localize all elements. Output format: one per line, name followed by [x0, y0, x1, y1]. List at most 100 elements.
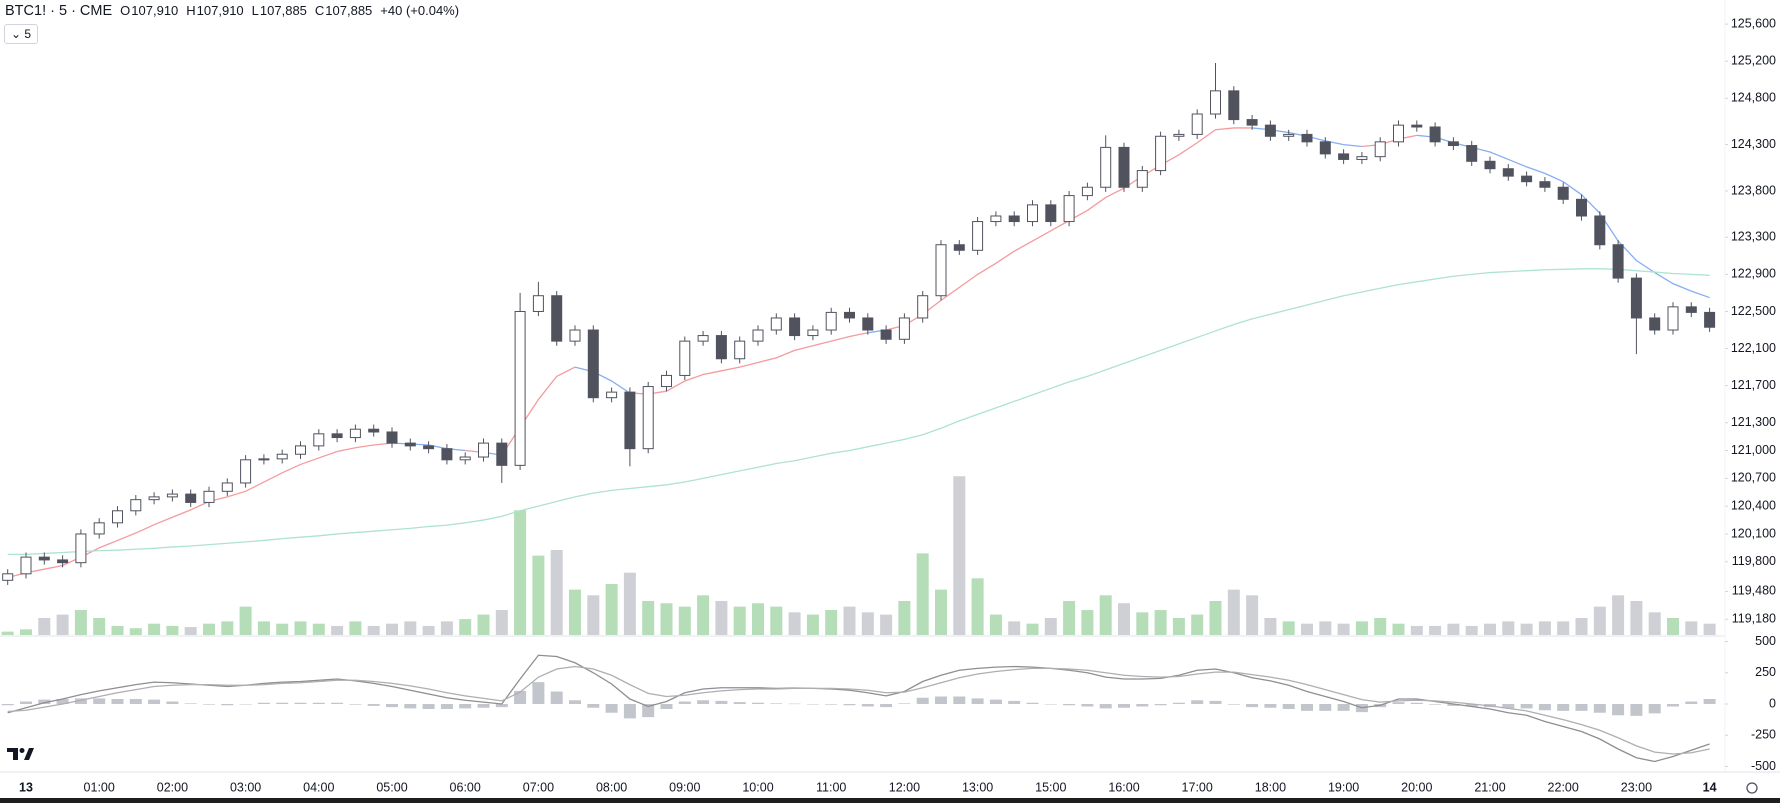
- volume-bar: [1, 631, 14, 635]
- candle-body: [661, 374, 672, 388]
- y-tick-label: 124,800: [1731, 91, 1776, 105]
- macd-histogram-bar: [752, 702, 764, 704]
- macd-histogram-bar: [1502, 704, 1515, 709]
- macd-histogram-bar: [1447, 704, 1460, 706]
- candle-body: [313, 433, 325, 447]
- legend-header: BTC1! · 5 · CME O107,910 H107,910 L107,8…: [5, 3, 459, 19]
- candle-body: [1466, 145, 1478, 162]
- macd-histogram-bar: [935, 696, 947, 704]
- candle-body: [1612, 244, 1624, 279]
- volume-bar: [56, 614, 69, 635]
- macd-histogram-bar: [148, 699, 161, 704]
- macd-histogram-bar: [367, 704, 380, 706]
- candle-body: [1557, 186, 1569, 200]
- candle-body: [1374, 141, 1386, 158]
- macd-histogram-bar: [733, 702, 746, 704]
- volume-bar: [752, 603, 764, 635]
- macd-histogram-bar: [1612, 704, 1625, 716]
- macd-histogram-bar: [916, 697, 929, 704]
- macd-histogram-bar: [1685, 701, 1698, 704]
- candle-body: [532, 295, 544, 312]
- candle-body: [917, 295, 929, 319]
- ohlc-high: H107,910: [186, 3, 243, 18]
- macd-histogram-bar: [788, 703, 801, 705]
- macd-histogram-bar: [1392, 702, 1405, 704]
- candle-body: [642, 386, 654, 450]
- macd-histogram-bar: [1667, 704, 1679, 707]
- candle-body: [185, 493, 197, 503]
- candle-body: [1393, 124, 1404, 143]
- macd-histogram-bar: [1520, 704, 1533, 709]
- x-tick-label: 21:00: [1474, 780, 1505, 794]
- macd-histogram-bar: [880, 704, 893, 708]
- symbol[interactable]: BTC1! · 5 · CME: [5, 3, 113, 19]
- candle-body: [679, 340, 691, 376]
- volume-bar: [1447, 623, 1460, 635]
- candle-body: [1338, 153, 1350, 160]
- candle-body: [862, 317, 874, 331]
- volume-bar: [367, 625, 380, 635]
- macd-histogram-bar: [1044, 704, 1057, 705]
- y-tick-label: 119,800: [1732, 554, 1776, 568]
- macd-histogram-bar: [1410, 702, 1423, 704]
- moving-average: [7, 268, 1710, 555]
- x-tick-label: 11:00: [816, 780, 846, 794]
- volume-bar: [331, 625, 344, 635]
- y-tick-label: 121,000: [1731, 443, 1776, 457]
- macd-line: [7, 665, 1710, 755]
- volume-bar: [587, 595, 600, 635]
- volume-bar: [203, 623, 215, 635]
- tv-logo[interactable]: [7, 748, 34, 760]
- candle-body: [990, 215, 1002, 223]
- candle-body: [551, 295, 563, 342]
- volume-bar: [953, 476, 966, 635]
- candle-body: [1063, 195, 1075, 223]
- volume-bar: [1465, 625, 1478, 635]
- candle-body: [1136, 170, 1148, 188]
- y-tick-label: 121,700: [1731, 378, 1776, 392]
- y-tick-label: -250: [1751, 728, 1776, 742]
- candle-body: [715, 335, 727, 360]
- x-tick-label: 08:00: [596, 780, 627, 794]
- candle-body: [1447, 141, 1459, 147]
- candle-body: [1630, 277, 1642, 319]
- candle-body: [496, 442, 508, 466]
- macd-histogram-bar: [1429, 704, 1442, 705]
- macd-histogram-bar: [276, 702, 289, 704]
- candle-body: [295, 445, 306, 455]
- macd-histogram-bar: [1301, 704, 1313, 711]
- volume-bar: [935, 589, 947, 635]
- x-tick-label: 02:00: [157, 780, 188, 794]
- macd-histogram-bar: [56, 699, 69, 704]
- moving-average: [629, 332, 868, 395]
- candle-body: [368, 428, 380, 433]
- candle-body: [1411, 124, 1423, 128]
- volume-bar: [495, 610, 508, 635]
- x-tick-label: 05:00: [376, 780, 407, 794]
- macd-histogram-bar: [605, 704, 618, 713]
- macd-histogram-bar: [1246, 704, 1259, 708]
- candle-body: [1100, 146, 1112, 188]
- macd-histogram-bar: [697, 700, 710, 704]
- x-tick-label: 20:00: [1401, 780, 1432, 794]
- macd-histogram-bar: [1557, 704, 1570, 711]
- candle-body: [734, 340, 746, 360]
- candle-body: [1594, 215, 1606, 246]
- volume-bar: [971, 578, 984, 635]
- candle-body: [1301, 133, 1313, 143]
- settings-icon[interactable]: [1746, 782, 1758, 794]
- volume-bar: [1612, 595, 1625, 635]
- candle-body: [130, 499, 142, 512]
- candle-body: [386, 431, 398, 444]
- macd-histogram-bar: [166, 701, 179, 704]
- candle-body: [898, 317, 910, 340]
- moving-average: [1361, 134, 1417, 148]
- macd-histogram-bar: [349, 704, 362, 705]
- candle-body: [441, 448, 453, 461]
- interval-toggle[interactable]: ⌄ 5: [4, 24, 39, 44]
- candle-body: [1191, 113, 1203, 135]
- ohlc-label: H: [186, 3, 196, 18]
- candle-body: [1045, 204, 1057, 223]
- macd-histogram-bar: [861, 704, 874, 707]
- candle-body: [1081, 186, 1093, 197]
